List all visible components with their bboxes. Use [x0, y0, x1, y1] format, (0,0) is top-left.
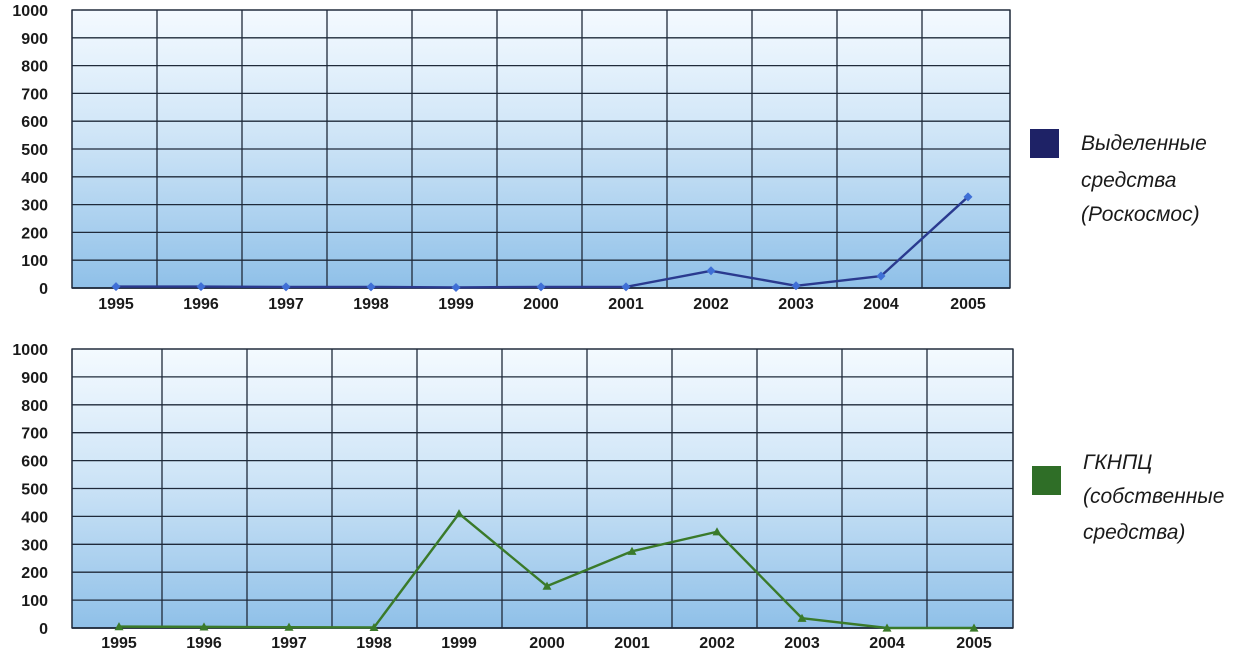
- data-point: [454, 509, 464, 518]
- y-tick-label: 600: [21, 114, 48, 131]
- x-tick-label: 1997: [268, 296, 304, 313]
- y-tick-label: 700: [21, 426, 48, 443]
- data-point: [366, 282, 376, 292]
- data-point: [791, 281, 801, 291]
- x-tick-label: 2005: [956, 635, 992, 652]
- data-point: [369, 622, 379, 632]
- data-point: [969, 623, 979, 632]
- x-tick-label: 2004: [863, 296, 899, 313]
- data-point: [281, 282, 291, 292]
- y-tick-label: 0: [39, 621, 48, 638]
- y-tick-label: 0: [39, 281, 48, 298]
- data-point: [114, 622, 124, 631]
- x-tick-label: 2005: [950, 296, 986, 313]
- y-tick-label: 1000: [12, 3, 48, 20]
- y-tick-label: 300: [21, 537, 48, 554]
- y-tick-label: 800: [21, 59, 48, 76]
- x-tick-label: 1996: [186, 635, 222, 652]
- legend-swatch: [1030, 129, 1059, 158]
- data-point: [111, 282, 121, 292]
- chart-top: 0 100 200 300 400 500 600 700 800 900 1000 1995 1996…: [12, 3, 1206, 313]
- y-tick-label: 200: [21, 225, 48, 242]
- legend-label: (собственные: [1083, 485, 1224, 508]
- y-tick-label: 900: [21, 370, 48, 387]
- y-tick-label: 1000: [12, 342, 48, 359]
- data-point: [627, 546, 637, 555]
- x-tick-label: 1995: [101, 635, 137, 652]
- legend-label: средства): [1083, 521, 1185, 544]
- data-point: [542, 581, 552, 590]
- data-point: [199, 622, 209, 631]
- x-tick-label: 1999: [441, 635, 477, 652]
- data-point: [284, 622, 294, 631]
- x-tick-label: 1999: [438, 296, 474, 313]
- x-tick-label: 1998: [356, 635, 392, 652]
- x-tick-label: 2002: [693, 296, 729, 313]
- legend-label: (Роскосмос): [1081, 203, 1200, 226]
- data-point: [963, 192, 973, 202]
- x-tick-label: 2003: [778, 296, 814, 313]
- y-tick-label: 400: [21, 509, 48, 526]
- y-tick-label: 800: [21, 398, 48, 415]
- data-point: [712, 527, 722, 536]
- y-tick-label: 300: [21, 198, 48, 215]
- plot-frame: [71, 348, 1014, 629]
- x-tick-label: 2001: [614, 635, 650, 652]
- legend-label: ГКНПЦ: [1083, 451, 1152, 474]
- x-tick-label: 2001: [608, 296, 644, 313]
- y-tick-label: 100: [21, 593, 48, 610]
- chart-bottom: 0 100 200 300 400 500 600 700 800 900 1000 1995 1996…: [12, 342, 1224, 652]
- x-tick-label: 1998: [353, 296, 389, 313]
- data-point: [876, 271, 886, 281]
- data-point: [196, 282, 206, 292]
- legend-swatch: [1032, 466, 1061, 495]
- y-tick-label: 100: [21, 253, 48, 270]
- data-point: [536, 282, 546, 292]
- y-tick-label: 600: [21, 454, 48, 471]
- x-tick-label: 2002: [699, 635, 735, 652]
- data-point: [797, 613, 807, 622]
- legend-label: средства: [1081, 169, 1176, 192]
- data-point: [621, 282, 631, 292]
- y-tick-label: 400: [21, 170, 48, 187]
- y-tick-label: 500: [21, 482, 48, 499]
- data-point: [706, 266, 716, 276]
- x-tick-label: 2000: [523, 296, 559, 313]
- x-tick-label: 1995: [98, 296, 134, 313]
- y-tick-label: 500: [21, 142, 48, 159]
- data-point: [451, 282, 461, 292]
- data-point: [882, 623, 892, 632]
- y-tick-label: 200: [21, 565, 48, 582]
- x-tick-label: 1996: [183, 296, 219, 313]
- y-tick-label: 700: [21, 86, 48, 103]
- x-tick-label: 2003: [784, 635, 820, 652]
- x-tick-label: 2000: [529, 635, 565, 652]
- legend-label: Выделенные: [1081, 132, 1207, 155]
- x-tick-label: 1997: [271, 635, 307, 652]
- y-tick-label: 900: [21, 31, 48, 48]
- x-tick-label: 2004: [869, 635, 905, 652]
